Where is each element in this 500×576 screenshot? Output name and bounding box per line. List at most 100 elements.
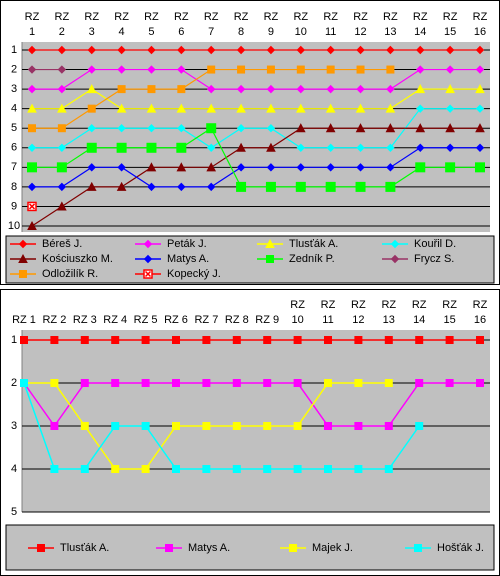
marker [386, 163, 395, 172]
marker [20, 336, 28, 344]
marker [296, 84, 306, 94]
x-tick-label: RZ 10 [293, 11, 309, 38]
marker [476, 336, 484, 344]
marker [27, 65, 37, 74]
marker [143, 239, 153, 249]
marker [445, 65, 455, 74]
x-tick-label: RZ 10 [290, 299, 305, 326]
marker [19, 270, 27, 278]
marker [354, 379, 363, 387]
marker [266, 163, 276, 172]
marker [86, 84, 97, 94]
marker [86, 181, 97, 191]
marker [296, 163, 306, 172]
marker [384, 422, 393, 430]
y-tick-label: 5 [11, 506, 17, 518]
marker [326, 143, 335, 152]
marker [475, 162, 485, 173]
marker [18, 253, 28, 263]
marker [146, 162, 157, 172]
marker [117, 124, 126, 133]
marker [416, 143, 425, 152]
marker [232, 465, 241, 473]
marker [324, 422, 332, 430]
marker [384, 465, 393, 473]
marker [236, 124, 246, 133]
marker [57, 182, 67, 192]
legend-label: Matys A. [167, 253, 209, 265]
y-tick-label: 7 [11, 161, 17, 173]
marker [416, 45, 425, 55]
y-tick-label: 4 [11, 463, 17, 475]
marker [266, 45, 276, 55]
x-tick-label: RZ 3 [84, 11, 100, 38]
marker [475, 45, 485, 55]
marker [416, 104, 425, 113]
marker [80, 336, 89, 344]
marker [324, 465, 332, 473]
marker [202, 379, 211, 387]
marker [202, 465, 211, 473]
marker [445, 143, 455, 152]
marker [475, 84, 485, 94]
legend-label: Hošťák J. [437, 542, 484, 554]
marker [416, 65, 425, 74]
marker [177, 65, 186, 74]
legend-label: Peták J. [167, 238, 207, 250]
marker [354, 336, 363, 344]
y-tick-label: 5 [11, 122, 17, 134]
marker [177, 182, 186, 192]
marker [266, 65, 275, 74]
marker [356, 45, 365, 55]
marker [177, 85, 186, 94]
marker [207, 65, 216, 74]
marker [117, 85, 126, 94]
marker [87, 104, 96, 113]
marker [354, 422, 363, 430]
x-tick-label: RZ 11 [320, 299, 336, 326]
marker [50, 465, 59, 473]
series-line [32, 68, 480, 90]
marker [385, 181, 396, 192]
marker [263, 336, 272, 344]
marker [390, 239, 400, 249]
marker [206, 103, 217, 113]
y-tick-label: 2 [11, 63, 17, 75]
marker [326, 163, 335, 172]
marker [116, 181, 127, 191]
marker [445, 104, 455, 113]
series-line [32, 127, 480, 188]
marker [265, 238, 275, 248]
marker [50, 379, 59, 387]
marker-cross [28, 203, 36, 210]
marker [27, 45, 37, 55]
marker [146, 103, 157, 113]
marker [147, 182, 156, 192]
marker [356, 143, 365, 152]
marker [415, 379, 424, 387]
y-tick-label: 8 [11, 181, 17, 193]
marker [295, 103, 306, 113]
marker [57, 45, 67, 55]
marker [117, 163, 126, 172]
x-tick-label: RZ 12 [353, 11, 368, 38]
marker [385, 123, 396, 133]
marker [117, 65, 126, 74]
marker [324, 379, 332, 387]
marker [324, 336, 332, 344]
marker [80, 422, 89, 430]
marker-cross [144, 270, 152, 278]
marker [177, 124, 186, 133]
marker [50, 422, 59, 430]
x-tick-label: RZ 9 [263, 11, 279, 38]
x-tick-label: RZ 6 [173, 11, 189, 38]
marker [176, 103, 187, 113]
marker [18, 239, 28, 249]
marker [141, 379, 150, 387]
marker [27, 220, 37, 230]
marker [57, 201, 67, 211]
marker [386, 45, 395, 55]
x-tick-label: RZ 4 [103, 314, 128, 326]
x-tick-label: RZ 15 [442, 11, 458, 38]
marker [475, 104, 485, 113]
